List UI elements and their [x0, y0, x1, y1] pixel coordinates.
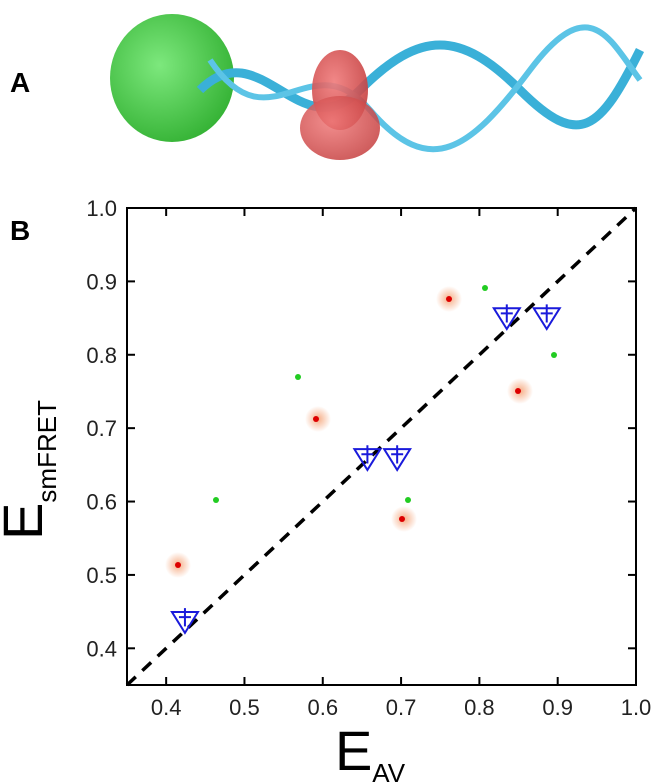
panel-label: A [10, 67, 30, 98]
data-point [531, 304, 562, 331]
x-label-main: E [335, 719, 372, 782]
y-tick-label: 0.7 [86, 416, 117, 441]
x-tick-label: 0.7 [386, 695, 417, 720]
x-axis-label: EAV [335, 719, 406, 783]
x-tick-label: 0.8 [464, 695, 495, 720]
y-label-main: E [0, 503, 54, 540]
data-point [170, 608, 200, 635]
x-tick-label: 1.0 [621, 695, 652, 720]
x-tick-label: 0.6 [307, 695, 338, 720]
y-tick-label: 0.6 [86, 490, 117, 515]
plot-frame [126, 207, 637, 686]
data-point [352, 445, 383, 472]
y-label-sub: smFRET [32, 400, 62, 503]
cartoons [165, 285, 557, 578]
x-tick-label: 0.4 [151, 695, 182, 720]
x-tick-label: 0.5 [229, 695, 260, 720]
x-label-sub: AV [372, 758, 405, 783]
y-tick-label: 0.5 [86, 563, 117, 588]
y-tick-label: 0.9 [86, 269, 117, 294]
data-point [491, 304, 522, 331]
y-axis-label: EsmFRET [0, 400, 62, 540]
y-tick-label: 0.4 [86, 636, 117, 661]
panel-label: B [10, 215, 30, 246]
data-point [382, 445, 412, 472]
x-tick-label: 0.9 [542, 695, 573, 720]
y-tick-label: 0.8 [86, 343, 117, 368]
identity-line [125, 206, 638, 687]
y-tick-label: 1.0 [86, 196, 117, 221]
molecule-illustration [110, 14, 645, 160]
